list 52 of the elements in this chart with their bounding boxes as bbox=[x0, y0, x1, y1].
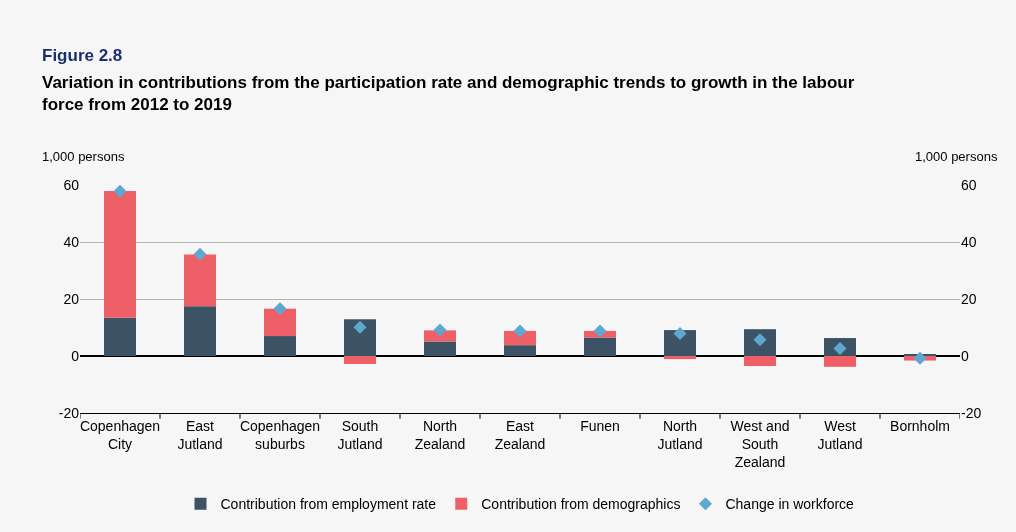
x-tick-label: North Jutland bbox=[657, 417, 703, 452]
y-axis-title: 1,000 persons bbox=[42, 149, 125, 164]
x-tick-label: East Jutland bbox=[177, 417, 223, 452]
legend-label: Change in workforce bbox=[725, 496, 855, 513]
y-tick-label: 40 bbox=[63, 233, 80, 250]
point bbox=[593, 324, 607, 338]
chart-subtitle: Variation in contributions from the participation rate and demographic trends to growth in the labour force from 2012 to 2019 bbox=[42, 73, 855, 115]
y-tick-label: 60 bbox=[63, 176, 80, 193]
bar bbox=[824, 356, 856, 367]
x-tick-label: Copenhagen City bbox=[79, 417, 161, 452]
bar bbox=[104, 190, 136, 318]
bar bbox=[504, 345, 536, 356]
y2-axis-title: 1,000 persons bbox=[915, 149, 998, 164]
x-tick-label: West Jutland bbox=[817, 417, 863, 452]
bar bbox=[744, 356, 776, 366]
point bbox=[673, 326, 687, 340]
point bbox=[913, 351, 927, 365]
y-tick-label: 20 bbox=[63, 290, 80, 307]
bar bbox=[184, 254, 216, 307]
point bbox=[113, 185, 127, 198]
y2-tick-label: 60 bbox=[961, 176, 977, 193]
point bbox=[433, 323, 447, 337]
x-tick-label: East Zealand bbox=[494, 417, 546, 452]
bar bbox=[424, 341, 456, 356]
point bbox=[273, 302, 287, 316]
bar bbox=[584, 337, 616, 356]
y-tick-label: 0 bbox=[71, 347, 80, 364]
bar bbox=[184, 306, 216, 356]
legend-label: Contribution from employment rate bbox=[220, 496, 437, 513]
y2-tick-label: -20 bbox=[961, 404, 982, 421]
bar bbox=[664, 356, 696, 360]
legend-label: Contribution from demographics bbox=[481, 496, 681, 513]
x-tick-label: North Zealand bbox=[414, 417, 466, 452]
bar bbox=[664, 330, 696, 356]
x-tick-label: West and South Zealand bbox=[730, 417, 790, 471]
point bbox=[193, 247, 207, 261]
bar bbox=[344, 319, 376, 356]
x-tick-label: Funen bbox=[580, 417, 620, 434]
y2-tick-label: 0 bbox=[961, 347, 969, 364]
bar bbox=[104, 317, 136, 356]
chart-title: Figure 2.8 bbox=[42, 46, 123, 65]
x-tick-label: South Jutland bbox=[337, 417, 383, 452]
x-tick-label: Copenhagen suburbs bbox=[239, 417, 321, 452]
y2-tick-label: 20 bbox=[961, 290, 977, 307]
x-tick-label: Bornholm bbox=[890, 417, 950, 434]
y2-tick-label: 40 bbox=[961, 233, 977, 250]
bar bbox=[264, 308, 296, 337]
y-tick-label: -20 bbox=[58, 404, 80, 421]
point bbox=[353, 320, 367, 334]
bar bbox=[744, 329, 776, 356]
bar bbox=[344, 356, 376, 364]
bar bbox=[264, 336, 296, 356]
